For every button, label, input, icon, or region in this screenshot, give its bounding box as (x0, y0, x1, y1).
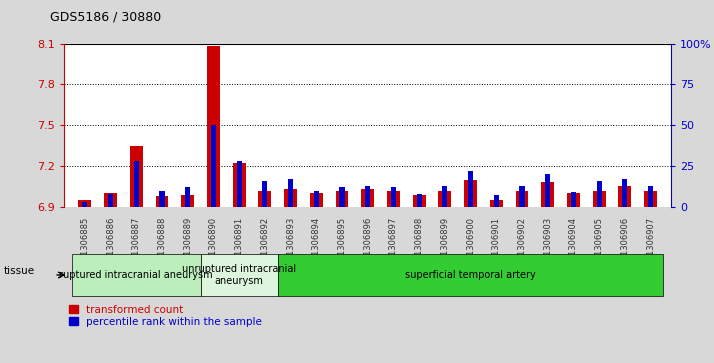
Bar (493, 195, 499, 207)
Bar (516, 191, 528, 207)
Text: GDS5186 / 30880: GDS5186 / 30880 (50, 11, 161, 24)
Bar (236, 161, 242, 207)
Bar (593, 191, 605, 207)
Bar (82, 202, 87, 207)
Bar (79, 200, 91, 207)
Bar (361, 189, 374, 207)
Bar (310, 193, 323, 207)
Bar (104, 193, 117, 207)
Bar (438, 191, 451, 207)
Bar (108, 194, 113, 207)
Bar (185, 187, 190, 207)
Text: tissue: tissue (4, 266, 35, 276)
Bar (541, 182, 554, 207)
Bar (597, 181, 602, 207)
Bar (571, 192, 576, 207)
Bar (623, 179, 628, 207)
Bar (313, 191, 319, 207)
Bar (490, 200, 503, 207)
Bar (365, 185, 371, 207)
Bar (519, 185, 525, 207)
Bar (336, 191, 348, 207)
Bar (391, 187, 396, 207)
Bar (387, 191, 400, 207)
Bar (159, 191, 164, 207)
Bar (644, 191, 657, 207)
Bar (339, 187, 345, 207)
Bar (545, 174, 550, 207)
Text: unruptured intracranial
aneurysm: unruptured intracranial aneurysm (182, 264, 296, 286)
Bar (258, 191, 271, 207)
Bar (284, 189, 297, 207)
Bar (207, 46, 220, 207)
Bar (134, 161, 139, 207)
Bar (416, 194, 422, 207)
Bar (130, 146, 143, 207)
Bar (567, 193, 580, 207)
Text: superficial temporal artery: superficial temporal artery (406, 270, 536, 280)
Bar (211, 125, 216, 207)
Bar (262, 181, 268, 207)
Bar (413, 195, 426, 207)
Bar (181, 195, 194, 207)
Text: ruptured intracranial aneurysm: ruptured intracranial aneurysm (59, 270, 213, 280)
Bar (288, 179, 293, 207)
Bar (156, 196, 169, 207)
Bar (468, 171, 473, 207)
Legend: transformed count, percentile rank within the sample: transformed count, percentile rank withi… (69, 305, 262, 327)
Bar (464, 180, 477, 207)
Bar (233, 163, 246, 207)
Bar (442, 185, 448, 207)
Bar (648, 185, 653, 207)
Bar (618, 187, 631, 207)
